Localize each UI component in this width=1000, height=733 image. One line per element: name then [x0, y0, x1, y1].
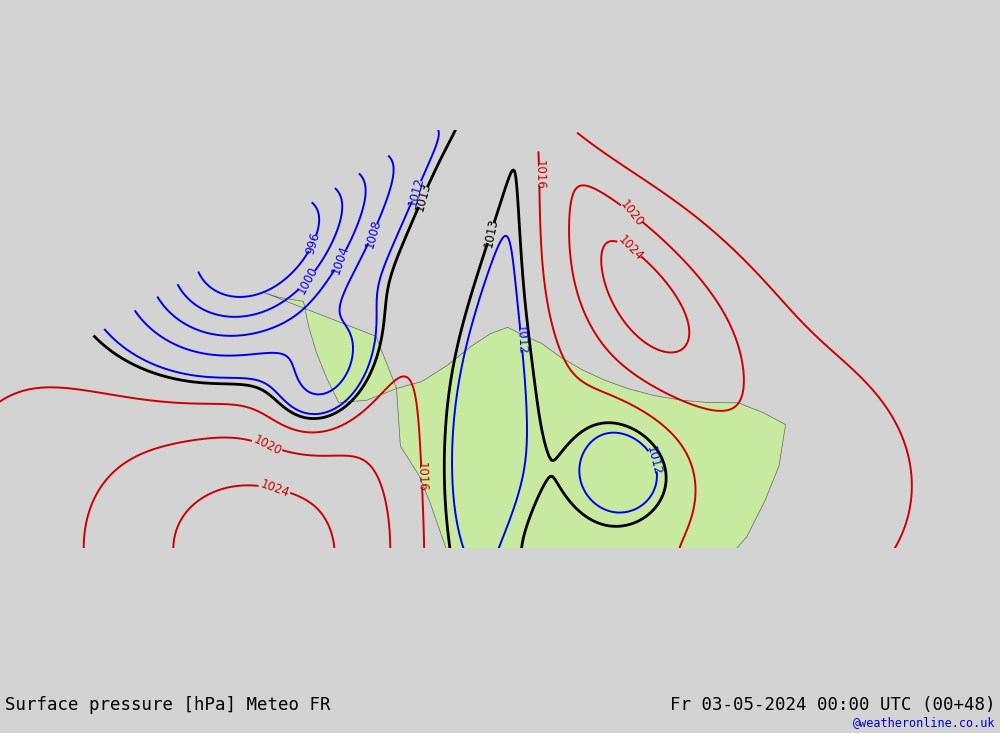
Text: 1013: 1013: [482, 217, 500, 248]
Text: 1012: 1012: [514, 324, 529, 355]
Text: Surface pressure [hPa] Meteo FR: Surface pressure [hPa] Meteo FR: [5, 696, 330, 714]
Text: 1012: 1012: [406, 175, 427, 207]
Text: Fr 03-05-2024 00:00 UTC (00+48): Fr 03-05-2024 00:00 UTC (00+48): [670, 696, 995, 714]
Text: 1020: 1020: [251, 433, 283, 458]
Text: 1008: 1008: [517, 654, 536, 686]
Text: 1016: 1016: [532, 160, 546, 190]
Text: 1000: 1000: [295, 264, 320, 296]
Text: @weatheronline.co.uk: @weatheronline.co.uk: [852, 715, 995, 729]
Text: 1020: 1020: [617, 198, 646, 229]
Text: 1008: 1008: [363, 217, 383, 249]
Text: 1024: 1024: [615, 233, 645, 263]
Text: 1016: 1016: [415, 462, 429, 492]
Text: 1004: 1004: [329, 243, 352, 276]
Text: 996: 996: [303, 231, 322, 256]
Text: 1024: 1024: [259, 477, 291, 500]
Polygon shape: [264, 292, 786, 679]
Text: 1013: 1013: [413, 181, 433, 213]
Text: 1012: 1012: [644, 445, 664, 477]
